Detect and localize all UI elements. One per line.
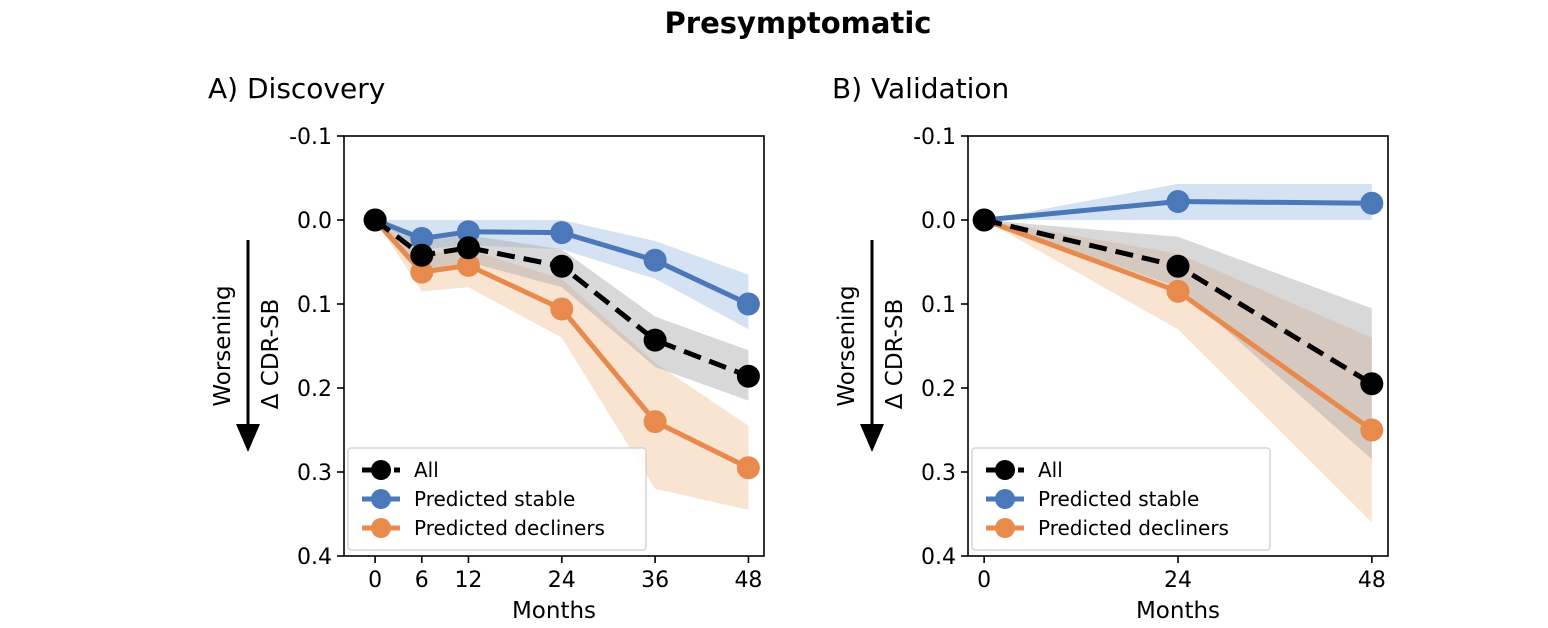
panel-validation: B) Validation Δ CDR-SB Worsening -0.1 0.0 0.1… [832, 72, 1389, 624]
x-tick-label: 48 [734, 568, 762, 593]
x-tick-label: 24 [548, 568, 576, 593]
legend: All Predicted stable Predicted decliners [347, 447, 647, 551]
data-point-stable [550, 221, 574, 245]
x-tick-label: 12 [454, 568, 482, 593]
data-point-all [410, 243, 434, 267]
y-tick-label: 0.4 [921, 545, 956, 570]
data-point-decliners [456, 253, 480, 277]
legend-label-stable: Predicted stable [414, 487, 575, 511]
y-tick-label: -0.1 [913, 125, 956, 150]
data-point-decliners [643, 410, 667, 434]
data-point-stable [643, 248, 667, 272]
y-axis-label: Δ CDR-SB [882, 299, 908, 410]
data-point-all [736, 364, 760, 388]
x-tick-label: 0 [977, 568, 991, 593]
data-point-all [1360, 372, 1384, 396]
legend-marker-decliners [371, 518, 391, 538]
legend-label-all: All [414, 458, 439, 482]
panel-discovery: A) Discovery Δ CDR-SB Worsening -0.1 0.0 0.1 0… [208, 72, 765, 624]
data-point-all [363, 208, 387, 232]
legend-label-stable: Predicted stable [1038, 487, 1199, 511]
panel-title: A) Discovery [208, 72, 385, 105]
y-axis-label: Δ CDR-SB [258, 299, 284, 410]
worsening-label: Worsening [210, 285, 236, 406]
data-point-all [550, 254, 574, 278]
data-point-stable [1166, 190, 1190, 213]
legend-label-decliners: Predicted decliners [1038, 516, 1229, 540]
x-tick-label: 36 [641, 568, 669, 593]
data-point-all [643, 328, 667, 352]
y-tick-label: 0.1 [297, 293, 332, 318]
ci-band-stable [375, 220, 749, 330]
y-tick-label: 0.0 [297, 209, 332, 234]
legend-box [347, 447, 647, 551]
x-axis-label: Months [1136, 598, 1220, 624]
legend-label-decliners: Predicted decliners [414, 516, 605, 540]
ci-band-all [984, 220, 1372, 460]
data-point-stable [736, 292, 760, 316]
legend-marker-all [371, 460, 391, 480]
legend-box [971, 447, 1271, 551]
ci-band-decliners [375, 220, 749, 510]
data-point-stable [456, 220, 480, 244]
y-tick-label: 0.0 [921, 209, 956, 234]
data-point-all [456, 236, 480, 260]
data-point-all [1166, 254, 1190, 278]
plot-frame [343, 135, 765, 557]
x-tick-label: 24 [1164, 568, 1192, 593]
worsening-arrow-head [236, 424, 260, 452]
legend-marker-stable [371, 489, 391, 509]
ci-band-decliners [984, 220, 1372, 523]
data-point-all [972, 208, 996, 232]
data-point-decliners [1166, 279, 1190, 303]
data-point-decliners [550, 297, 574, 321]
legend-marker-stable [995, 489, 1015, 509]
data-point-stable [410, 227, 434, 250]
ci-band-all [375, 220, 749, 401]
data-point-decliners [1360, 418, 1384, 442]
y-tick-label: -0.1 [289, 125, 332, 150]
x-tick-label: 0 [368, 568, 382, 593]
legend: All Predicted stable Predicted decliners [971, 447, 1271, 551]
x-axis-label: Months [512, 598, 596, 624]
x-tick-label: 48 [1358, 568, 1386, 593]
figure-title: Presymptomatic [665, 6, 932, 40]
y-tick-label: 0.2 [297, 377, 332, 402]
data-point-decliners [736, 456, 760, 480]
y-tick-label: 0.3 [921, 461, 956, 486]
data-point-decliners [410, 260, 434, 284]
y-tick-label: 0.3 [297, 461, 332, 486]
y-tick-label: 0.4 [297, 545, 332, 570]
legend-marker-all [995, 460, 1015, 480]
legend-label-all: All [1038, 458, 1063, 482]
worsening-arrow-head [860, 424, 884, 452]
data-point-stable [1360, 191, 1384, 215]
legend-marker-decliners [995, 518, 1015, 538]
y-tick-label: 0.1 [921, 293, 956, 318]
y-tick-label: 0.2 [921, 377, 956, 402]
x-tick-label: 6 [415, 568, 429, 593]
series-line-all [373, 218, 750, 379]
worsening-label: Worsening [834, 285, 860, 406]
panel-title: B) Validation [832, 72, 1009, 105]
